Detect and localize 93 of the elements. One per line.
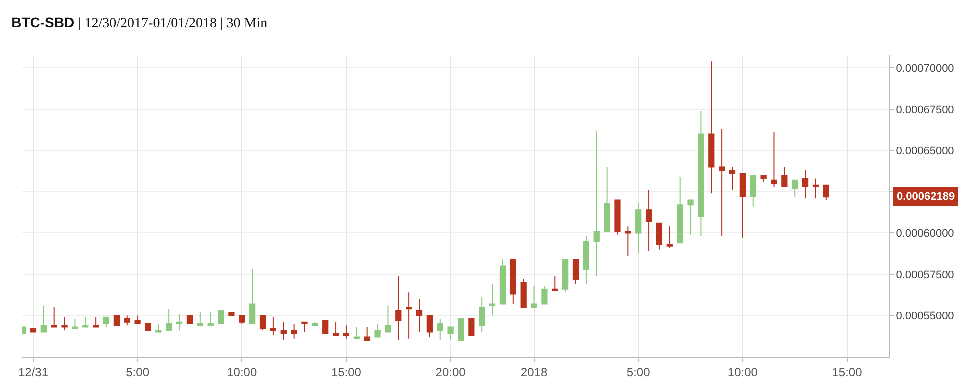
candlestick	[572, 259, 580, 285]
candlestick	[416, 298, 423, 333]
candlestick	[510, 259, 516, 305]
candlestick	[458, 318, 464, 341]
candlestick	[750, 174, 756, 208]
candlestick	[197, 312, 204, 326]
candlestick	[489, 284, 496, 316]
candlestick	[594, 130, 600, 277]
candlestick	[270, 316, 276, 336]
candlestick	[291, 323, 298, 340]
candlestick	[479, 297, 486, 333]
candlestick	[343, 325, 350, 340]
candlestick	[542, 286, 548, 305]
y-tick-label: 0.00057500	[896, 269, 954, 282]
y-tick-label: 0.00067500	[896, 104, 954, 116]
candlestick	[250, 269, 256, 324]
y-tick-label: 0.00065000	[896, 146, 954, 158]
candlestick	[782, 166, 788, 188]
candlestick	[354, 326, 360, 340]
candlestick	[771, 132, 778, 188]
x-tick-label: 12/31	[18, 365, 49, 380]
candlestick	[302, 322, 308, 333]
candlestick	[40, 305, 47, 333]
candlestick	[625, 226, 632, 257]
candlestick	[812, 178, 820, 200]
candlestick	[437, 318, 444, 341]
candlestick	[186, 315, 194, 324]
candlestick	[176, 314, 183, 332]
candlestick	[374, 323, 381, 338]
candlestick	[760, 174, 767, 183]
candlestick	[666, 226, 673, 249]
candlestick	[698, 110, 704, 238]
x-tick-label: 10:00	[227, 365, 258, 380]
candlestick	[406, 292, 412, 340]
candlestick	[677, 176, 684, 244]
candlestick	[426, 315, 433, 338]
candlestick	[468, 318, 475, 336]
candlestick	[385, 305, 392, 333]
chart-title: BTC-SBD | 12/30/2017-01/01/2018 | 30 Min	[12, 14, 268, 32]
candlestick	[103, 316, 110, 328]
candlestick	[124, 315, 130, 326]
x-tick-label: 5:00	[626, 365, 651, 380]
candlestick	[740, 173, 746, 239]
candlestick	[72, 318, 78, 330]
candlestick	[802, 170, 809, 200]
x-tick-label: 2018	[520, 365, 548, 380]
y-tick-label: 0.00060000	[896, 228, 954, 240]
candlestick	[82, 316, 89, 328]
candlestick	[500, 259, 506, 305]
candlestick	[364, 326, 370, 341]
candlestick	[646, 190, 652, 252]
candlestick	[604, 166, 610, 232]
candlestick	[448, 326, 454, 341]
candlestick	[218, 310, 224, 324]
candlestick	[62, 316, 68, 332]
candlestick	[51, 306, 58, 328]
candlestick	[208, 312, 214, 326]
x-tick-label: 20:00	[436, 365, 466, 380]
x-tick-label: 15:00	[832, 365, 863, 380]
candlestick	[93, 316, 100, 328]
x-tick-label: 15:00	[331, 365, 362, 380]
candlestick	[166, 308, 172, 332]
candlestick	[792, 180, 798, 198]
candlestick	[729, 166, 736, 191]
candlestick	[114, 315, 120, 326]
candlestick	[322, 320, 329, 334]
x-tick-label: 5:00	[126, 365, 150, 380]
candlestick	[531, 286, 538, 308]
candlestick	[228, 312, 235, 316]
candlestick	[614, 200, 621, 236]
y-tick-label: 0.00055000	[896, 310, 954, 323]
y-tick-label: 0.00070000	[896, 63, 954, 76]
candlestick	[562, 259, 569, 294]
candlestick	[280, 322, 287, 341]
candlestick	[583, 236, 590, 285]
candlestick	[145, 323, 152, 332]
candlestick	[552, 276, 558, 292]
candlestick	[156, 323, 162, 333]
candlestick	[332, 322, 340, 336]
candlestick	[823, 184, 830, 201]
x-tick-label: 10:00	[728, 365, 758, 380]
candlestick	[239, 315, 246, 324]
candlestick	[708, 61, 715, 194]
candlestick	[260, 315, 266, 332]
candlestick	[396, 276, 402, 341]
text: 0.00062189	[897, 191, 956, 203]
candlestick	[520, 278, 527, 308]
candlestick	[30, 328, 37, 333]
candlestick	[656, 222, 663, 250]
candlestick	[636, 203, 642, 254]
candlestick	[688, 200, 694, 236]
candlestick	[134, 315, 141, 324]
candlestick	[719, 128, 726, 238]
